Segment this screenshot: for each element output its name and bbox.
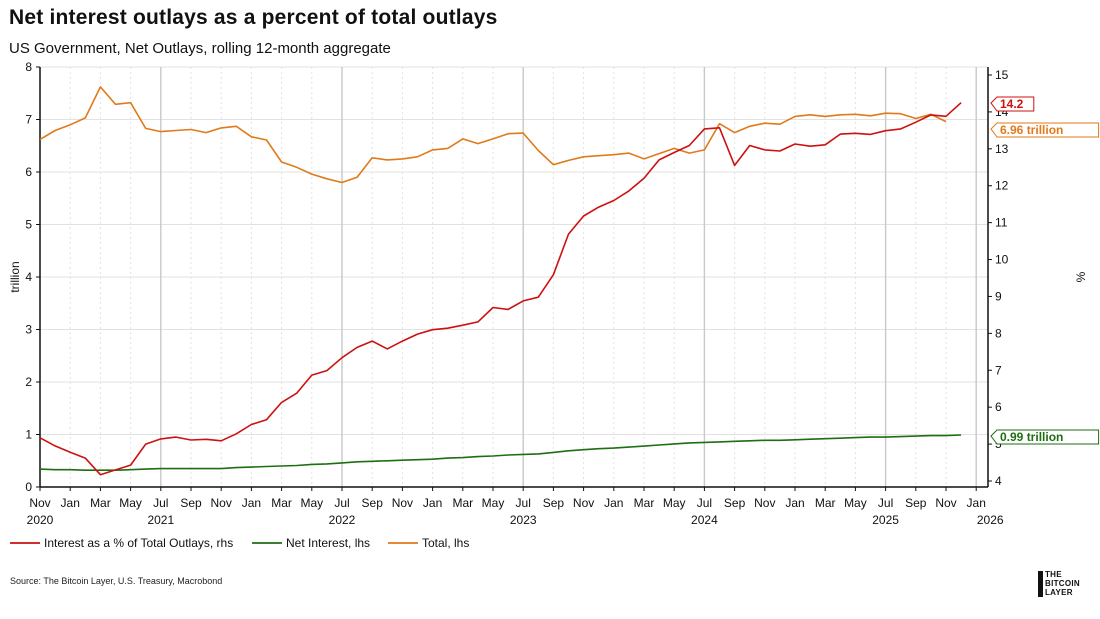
x-month-label: Nov xyxy=(392,496,413,510)
x-month-label: Nov xyxy=(211,496,232,510)
x-month-label: Jan xyxy=(967,496,986,510)
series-line-net_interest xyxy=(39,434,962,471)
x-month-label: Sep xyxy=(724,496,746,510)
left-tick-label: 8 xyxy=(25,60,32,74)
left-tick-label: 1 xyxy=(25,428,32,442)
x-month-label: May xyxy=(119,496,142,510)
left-tick-label: 2 xyxy=(25,375,32,389)
legend-label-interest_pct: Interest as a % of Total Outlays, rhs xyxy=(44,536,233,550)
left-tick-label: 7 xyxy=(25,113,32,127)
left-tick-label: 6 xyxy=(25,165,32,179)
x-month-label: Jul xyxy=(878,496,893,510)
x-month-label: May xyxy=(663,496,686,510)
logo-line-1: THE xyxy=(1045,570,1062,579)
callout-label-interest_pct: 14.2 xyxy=(1000,97,1024,111)
x-month-label: Nov xyxy=(935,496,956,510)
chart-title: Net interest outlays as a percent of tot… xyxy=(9,6,498,29)
axes: 012345678456789101112131415NovJanMarMayJ… xyxy=(8,60,1088,527)
x-month-label: Sep xyxy=(180,496,202,510)
x-month-label: Mar xyxy=(634,496,655,510)
right-tick-label: 9 xyxy=(995,289,1002,303)
right-axis-title: % xyxy=(1074,271,1088,282)
x-month-label: Jan xyxy=(423,496,442,510)
x-month-label: Jul xyxy=(516,496,531,510)
x-month-label: Mar xyxy=(271,496,292,510)
left-axis-title: trillion xyxy=(8,261,22,292)
series-line-interest_pct xyxy=(39,102,962,476)
x-month-label: May xyxy=(482,496,505,510)
line-chart: 012345678456789101112131415NovJanMarMayJ… xyxy=(8,60,1100,550)
x-month-label: Jul xyxy=(153,496,168,510)
legend: Interest as a % of Total Outlays, rhs Net… xyxy=(10,536,469,550)
x-month-label: Nov xyxy=(573,496,594,510)
x-month-label: Jan xyxy=(61,496,80,510)
x-month-label: Jan xyxy=(785,496,804,510)
x-year-label: 2026 xyxy=(977,513,1004,527)
right-tick-label: 13 xyxy=(995,142,1009,156)
x-month-label: May xyxy=(844,496,867,510)
x-year-label: 2024 xyxy=(691,513,718,527)
right-tick-label: 10 xyxy=(995,253,1009,267)
callout-box-interest_pct xyxy=(990,96,1035,112)
series-line-total xyxy=(39,86,947,184)
x-month-label: Nov xyxy=(754,496,775,510)
x-year-label: 2021 xyxy=(147,513,174,527)
x-year-label: 2022 xyxy=(329,513,356,527)
right-tick-label: 8 xyxy=(995,326,1002,340)
left-tick-label: 5 xyxy=(25,218,32,232)
callout-label-net_interest: 0.99 trillion xyxy=(1000,430,1063,444)
right-tick-label: 7 xyxy=(995,363,1002,377)
logo-line-3: LAYER xyxy=(1045,588,1073,597)
chart-subtitle: US Government, Net Outlays, rolling 12-m… xyxy=(9,40,391,57)
x-year-label: 2025 xyxy=(872,513,899,527)
x-year-label: 2023 xyxy=(510,513,537,527)
right-tick-label: 6 xyxy=(995,400,1002,414)
x-month-label: Jan xyxy=(242,496,261,510)
bitcoin-layer-logo: THE BITCOIN LAYER xyxy=(1038,570,1090,602)
callout-label-total: 6.96 trillion xyxy=(1000,123,1063,137)
legend-label-net_interest: Net Interest, lhs xyxy=(286,536,370,550)
right-tick-label: 11 xyxy=(995,216,1008,230)
legend-label-total: Total, lhs xyxy=(422,536,469,550)
right-tick-label: 12 xyxy=(995,179,1009,193)
grid-lines xyxy=(40,66,988,488)
source-note: Source: The Bitcoin Layer, U.S. Treasury… xyxy=(10,576,223,586)
x-month-label: Sep xyxy=(905,496,927,510)
callouts: 14.2 6.96 trillion 0.99 trillion xyxy=(990,96,1100,445)
series-group xyxy=(39,86,962,476)
x-month-label: Jan xyxy=(604,496,623,510)
x-month-label: Nov xyxy=(29,496,50,510)
x-month-label: Jul xyxy=(697,496,712,510)
x-month-label: Mar xyxy=(90,496,111,510)
left-tick-label: 3 xyxy=(25,323,32,337)
x-month-label: May xyxy=(300,496,323,510)
logo-line-2: BITCOIN xyxy=(1045,579,1080,588)
right-tick-label: 15 xyxy=(995,68,1009,82)
left-tick-label: 0 xyxy=(25,480,32,494)
callout-box-net_interest xyxy=(990,429,1100,445)
x-month-label: Mar xyxy=(452,496,473,510)
logo-text: THE BITCOIN LAYER xyxy=(1045,570,1080,597)
left-tick-label: 4 xyxy=(25,270,32,284)
x-month-label: Mar xyxy=(815,496,836,510)
x-month-label: Sep xyxy=(543,496,565,510)
right-tick-label: 4 xyxy=(995,474,1002,488)
callout-box-total xyxy=(990,122,1100,138)
x-year-label: 2020 xyxy=(27,513,54,527)
x-month-label: Sep xyxy=(362,496,384,510)
x-month-label: Jul xyxy=(334,496,349,510)
logo-bar xyxy=(1038,571,1043,597)
